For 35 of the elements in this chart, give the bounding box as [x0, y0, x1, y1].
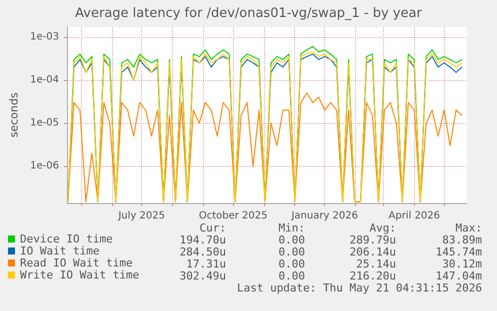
text: 0.00: [278, 246, 305, 258]
legend-label: Write IO Wait time: [20, 268, 140, 282]
text: 302.49u: [180, 270, 226, 282]
text: 0.00: [278, 258, 305, 270]
text: 289.79u: [350, 234, 396, 246]
text: 0.00: [278, 234, 305, 246]
legend-label: Read IO Wait time: [20, 256, 133, 270]
text: 30.12m: [442, 258, 482, 270]
text: 17.31u: [186, 258, 226, 270]
legend-label: Device IO time: [20, 232, 113, 246]
text: Cur:: [200, 222, 226, 234]
text: 284.50u: [180, 246, 226, 258]
text: Max:: [456, 222, 482, 234]
text: 25.14u: [356, 258, 396, 270]
y-tick-label: 1e-06: [30, 160, 59, 172]
x-tick-label: April 2026: [388, 210, 440, 222]
text: 216.20u: [350, 270, 396, 282]
x-tick-label: July 2025: [117, 210, 165, 222]
text: 0.00: [278, 270, 305, 282]
text: Min:: [278, 222, 305, 234]
text: 147.04m: [436, 270, 482, 282]
text: 206.14u: [350, 246, 396, 258]
y-axis-title: seconds: [7, 92, 20, 138]
x-tick-label: January 2026: [290, 210, 358, 222]
x-tick-label: October 2025: [198, 210, 268, 222]
text: Last update: Thu May 21 04:31:15 2026: [236, 282, 482, 294]
y-tick-label: 1e-05: [30, 118, 59, 129]
text: 83.89m: [442, 234, 482, 246]
legend-label: IO Wait time: [20, 244, 100, 258]
text: Avg:: [370, 222, 396, 234]
chart-title: Average latency for /dev/onas01-vg/swap_1 - by year: [75, 6, 422, 21]
y-tick-label: 1e-03: [30, 31, 59, 42]
y-tick-label: 1e-04: [30, 74, 59, 86]
text: 194.70u: [180, 234, 226, 246]
text: 145.74m: [436, 246, 482, 258]
